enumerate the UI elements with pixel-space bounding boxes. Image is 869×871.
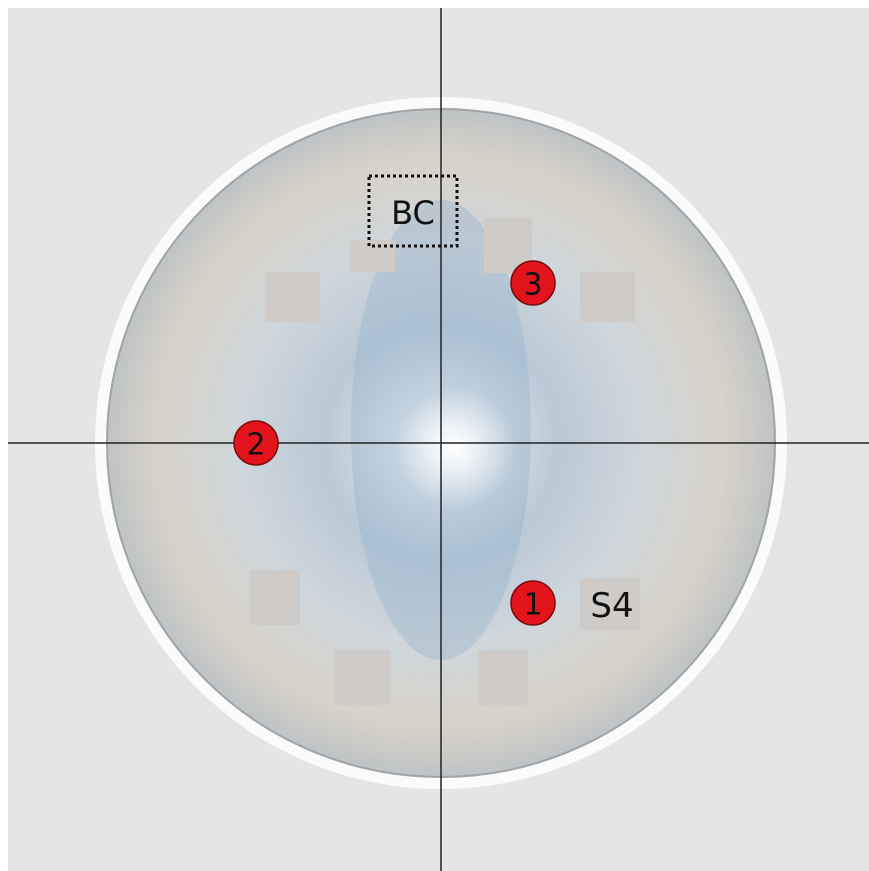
pad [250,570,300,625]
pad [265,272,320,322]
bc-label: BC [391,194,435,232]
pad [335,650,390,705]
dome-highlight [395,388,515,508]
marker-label: 3 [523,268,542,303]
pad [478,650,528,705]
sensor-pads [250,218,640,705]
marker: 2 [233,420,279,466]
marker-label: 1 [523,588,542,623]
marker-dot [510,580,556,626]
sensor-label: S4 [590,586,633,626]
pad [580,272,635,322]
bc-box [367,174,459,248]
marker: 3 [510,260,556,306]
marker-dot [233,420,279,466]
marker: 1 [510,580,556,626]
marker-label: 2 [246,428,265,463]
marker-dot [510,260,556,306]
pad [580,578,640,630]
